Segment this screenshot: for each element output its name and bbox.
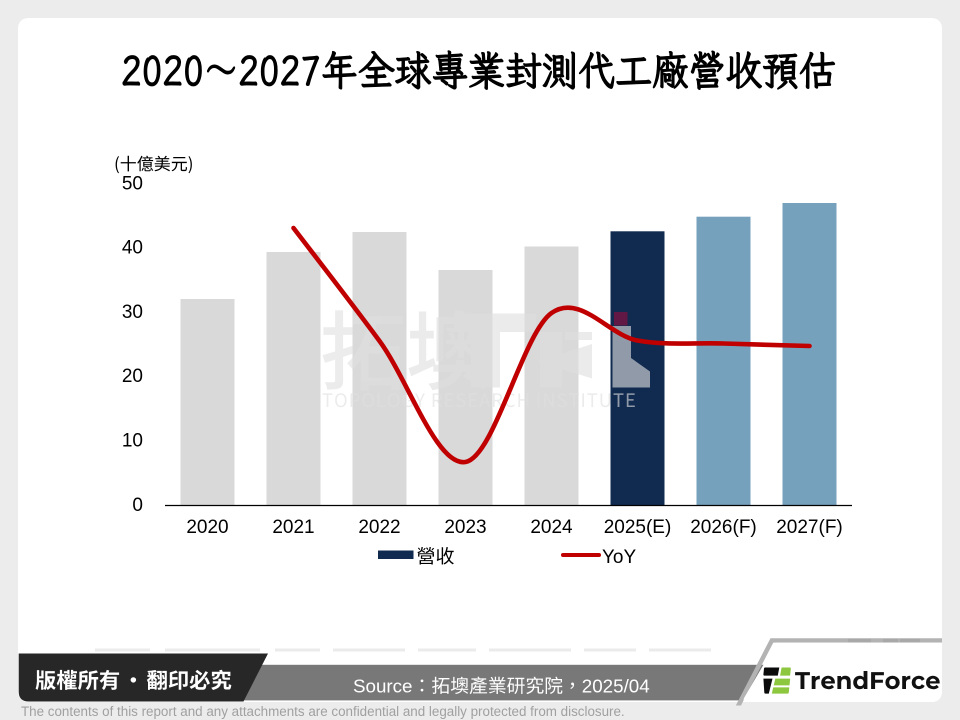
svg-text:2024: 2024 — [530, 517, 573, 538]
svg-text:Source: Source — [353, 676, 413, 697]
svg-text:The contents of this report an: The contents of this report and any atta… — [21, 704, 625, 719]
svg-text:0: 0 — [132, 495, 143, 516]
svg-text:2021: 2021 — [272, 517, 314, 538]
svg-text:2022: 2022 — [358, 517, 400, 538]
svg-text:10: 10 — [122, 431, 143, 452]
svg-text:2027(F): 2027(F) — [776, 517, 843, 538]
svg-text:2020: 2020 — [186, 517, 228, 538]
svg-text:2023: 2023 — [444, 517, 486, 538]
svg-text:40: 40 — [122, 238, 143, 259]
svg-text:2025/04: 2025/04 — [582, 676, 650, 697]
svg-text:YoY: YoY — [602, 547, 636, 568]
svg-text:2025(E): 2025(E) — [604, 517, 672, 538]
svg-text:2026(F): 2026(F) — [690, 517, 757, 538]
svg-text:30: 30 — [122, 302, 143, 323]
svg-text:50: 50 — [122, 173, 143, 194]
svg-text:20: 20 — [122, 366, 143, 387]
